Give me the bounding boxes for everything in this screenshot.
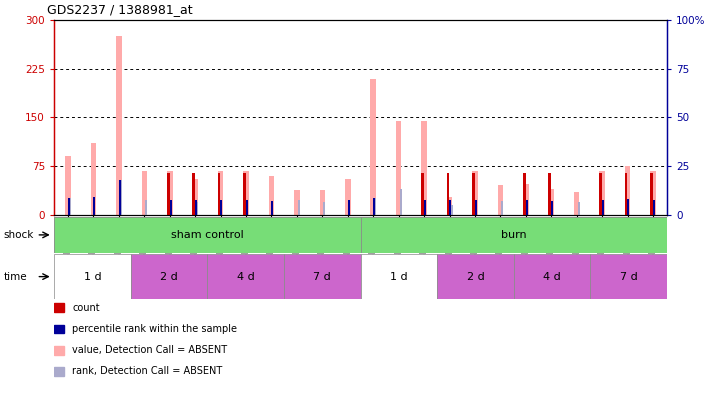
Bar	[54, 217, 360, 253]
Bar	[298, 200, 300, 215]
Bar	[93, 197, 95, 215]
Bar	[193, 179, 198, 215]
Bar	[167, 171, 172, 215]
Bar	[69, 198, 71, 215]
Bar	[54, 254, 131, 299]
Text: value, Detection Call = ABSENT: value, Detection Call = ABSENT	[72, 345, 228, 355]
Text: 2 d: 2 d	[160, 272, 178, 281]
Text: time: time	[4, 272, 27, 281]
Bar	[474, 200, 477, 215]
Bar	[54, 324, 64, 333]
Bar	[294, 190, 300, 215]
Bar	[451, 205, 453, 215]
Text: 4 d: 4 d	[236, 272, 255, 281]
Bar	[449, 200, 451, 215]
Bar	[284, 254, 360, 299]
Bar	[218, 171, 224, 215]
Bar	[650, 173, 653, 215]
Bar	[208, 254, 284, 299]
Bar	[193, 173, 195, 215]
Text: 4 d: 4 d	[543, 272, 561, 281]
Bar	[146, 200, 147, 215]
Bar	[54, 367, 64, 376]
Text: 1 d: 1 d	[84, 272, 101, 281]
Bar	[551, 201, 553, 215]
Bar	[243, 173, 246, 215]
Bar	[196, 202, 198, 215]
Bar	[396, 121, 402, 215]
Bar	[650, 171, 655, 215]
Bar	[373, 198, 375, 215]
Bar	[624, 173, 627, 215]
Bar	[119, 180, 120, 215]
Bar	[374, 198, 376, 215]
Bar	[447, 173, 449, 215]
Bar	[497, 185, 503, 215]
Bar	[437, 254, 513, 299]
Bar	[523, 183, 528, 215]
Bar	[627, 199, 629, 215]
Bar	[599, 171, 605, 215]
Bar	[243, 171, 249, 215]
Bar	[424, 200, 426, 215]
Bar	[54, 345, 64, 355]
Bar	[578, 202, 580, 215]
Bar	[513, 254, 590, 299]
Bar	[360, 254, 437, 299]
Bar	[271, 201, 273, 215]
Text: percentile rank within the sample: percentile rank within the sample	[72, 324, 237, 334]
Bar	[195, 200, 197, 215]
Bar	[371, 79, 376, 215]
Text: rank, Detection Call = ABSENT: rank, Detection Call = ABSENT	[72, 366, 223, 376]
Bar	[599, 173, 602, 215]
Bar	[501, 201, 503, 215]
Bar	[624, 166, 630, 215]
Bar	[590, 254, 667, 299]
Bar	[218, 173, 221, 215]
Bar	[421, 121, 427, 215]
Text: sham control: sham control	[171, 230, 244, 240]
Bar	[360, 217, 667, 253]
Bar	[472, 173, 474, 215]
Bar	[549, 173, 551, 215]
Bar	[421, 173, 424, 215]
Bar	[54, 303, 64, 312]
Bar	[246, 200, 248, 215]
Bar	[399, 190, 402, 215]
Bar	[447, 196, 452, 215]
Bar	[221, 200, 222, 215]
Text: burn: burn	[501, 230, 526, 240]
Bar	[66, 156, 71, 215]
Bar	[91, 143, 97, 215]
Bar	[131, 254, 208, 299]
Bar	[141, 171, 147, 215]
Bar	[549, 189, 554, 215]
Bar	[269, 176, 274, 215]
Text: 7 d: 7 d	[620, 272, 637, 281]
Bar	[523, 173, 526, 215]
Text: GDS2237 / 1388981_at: GDS2237 / 1388981_at	[47, 3, 193, 16]
Bar	[120, 180, 122, 215]
Text: 1 d: 1 d	[390, 272, 407, 281]
Bar	[348, 200, 350, 215]
Bar	[574, 192, 580, 215]
Text: count: count	[72, 303, 100, 313]
Text: shock: shock	[4, 230, 34, 240]
Bar	[324, 202, 325, 215]
Bar	[167, 173, 169, 215]
Bar	[653, 200, 655, 215]
Bar	[472, 171, 478, 215]
Bar	[319, 190, 325, 215]
Bar	[526, 200, 528, 215]
Bar	[602, 200, 604, 215]
Bar	[169, 200, 172, 215]
Bar	[68, 198, 70, 215]
Text: 2 d: 2 d	[466, 272, 485, 281]
Bar	[116, 36, 122, 215]
Text: 7 d: 7 d	[314, 272, 331, 281]
Bar	[345, 179, 350, 215]
